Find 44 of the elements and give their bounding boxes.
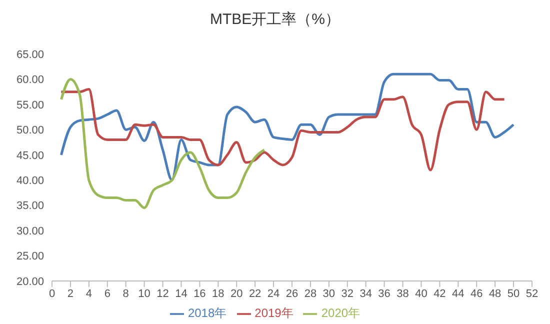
x-tick-label: 6 bbox=[104, 288, 110, 300]
x-tick-label: 52 bbox=[526, 288, 538, 300]
x-tick-label: 30 bbox=[322, 288, 336, 300]
y-tick-label: 20.00 bbox=[16, 276, 44, 288]
y-tick-label: 25.00 bbox=[16, 250, 44, 263]
x-tick-label: 4 bbox=[86, 288, 92, 300]
legend-label: 2019年 bbox=[254, 306, 294, 320]
x-tick-label: 16 bbox=[194, 288, 206, 300]
y-tick-label: 60.00 bbox=[16, 74, 44, 86]
x-tick-label: 26 bbox=[286, 288, 298, 300]
x-tick-label: 46 bbox=[470, 288, 483, 300]
x-tick-label: 44 bbox=[452, 288, 464, 300]
x-tick-label: 50 bbox=[507, 288, 520, 300]
x-tick-label: 32 bbox=[341, 288, 354, 300]
y-tick-label: 30.00 bbox=[16, 225, 44, 238]
y-tick-label: 55.00 bbox=[16, 99, 44, 112]
x-tick-label: 2 bbox=[67, 288, 74, 300]
x-tick-label: 42 bbox=[434, 288, 446, 300]
x-tick-label: 48 bbox=[488, 288, 502, 300]
chart-title: MTBE开工率（%） bbox=[208, 10, 341, 30]
line-series bbox=[60, 78, 266, 210]
x-tick-label: 20 bbox=[230, 288, 243, 300]
line-series bbox=[60, 72, 515, 182]
line-series bbox=[60, 88, 506, 172]
y-tick-label: 45.00 bbox=[16, 150, 44, 162]
x-tick-label: 24 bbox=[267, 288, 280, 300]
x-tick-label: 18 bbox=[212, 288, 224, 300]
x-tick-label: 34 bbox=[360, 288, 372, 300]
x-tick-label: 10 bbox=[138, 288, 150, 300]
x-tick-label: 0 bbox=[48, 288, 56, 300]
x-tick-label: 36 bbox=[378, 288, 390, 300]
y-tick-label: 35.00 bbox=[16, 200, 44, 212]
y-tick-label: 40.00 bbox=[16, 175, 44, 188]
x-tick-label: 14 bbox=[175, 288, 188, 300]
y-tick-label: 50.00 bbox=[16, 124, 44, 137]
legend-label: 2020年 bbox=[321, 306, 360, 320]
legend-label: 2018年 bbox=[188, 306, 227, 320]
x-tick-label: 22 bbox=[248, 288, 262, 300]
x-tick-label: 40 bbox=[415, 288, 428, 300]
x-tick-label: 12 bbox=[156, 288, 169, 300]
y-tick-label: 65.00 bbox=[16, 48, 44, 61]
x-tick-label: 28 bbox=[304, 288, 317, 300]
x-tick-label: 8 bbox=[122, 288, 129, 300]
x-tick-label: 38 bbox=[396, 288, 409, 300]
